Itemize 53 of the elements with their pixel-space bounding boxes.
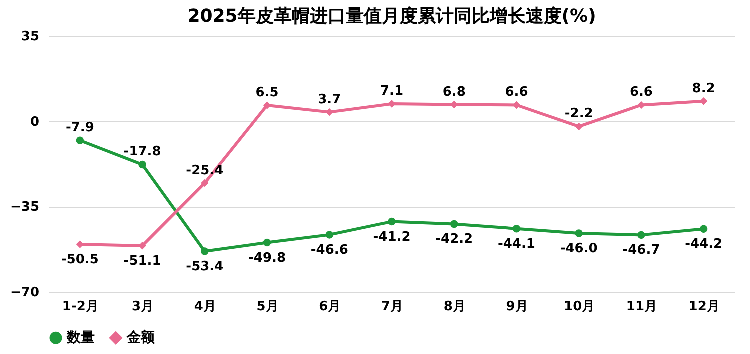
point [700,225,708,233]
x-tick-label: 1-2月 [62,300,99,314]
data-label: -46.6 [310,242,348,258]
point [388,218,396,226]
x-tick-label: 4月 [194,300,216,314]
point [138,242,146,250]
legend-label: 数量 [66,330,95,346]
data-label: -17.8 [124,144,162,160]
x-tick-label: 10月 [564,300,596,314]
x-tick-label: 11月 [626,300,658,314]
point [326,231,334,239]
x-tick-label: 3月 [132,300,154,314]
data-label: -51.1 [124,254,162,269]
data-label: -44.1 [498,236,536,252]
data-label: 6.6 [505,85,528,100]
point [575,122,583,131]
data-label: -53.4 [186,260,224,275]
x-tick-label: 9月 [506,300,528,314]
legend-label: 金额 [126,329,156,346]
data-label: -41.2 [373,230,411,245]
point [512,224,521,233]
y-tick-label: −70 [10,286,40,300]
data-label: -7.9 [66,120,94,136]
data-label: 6.8 [442,84,466,100]
y-tick-label: 0 [30,114,40,130]
data-label: 6.5 [256,85,279,100]
point [638,231,646,240]
point [138,160,146,169]
x-tick-label: 6月 [319,300,342,314]
data-label: 8.2 [692,81,716,96]
data-label: -50.5 [61,252,99,268]
data-label: -44.2 [685,237,723,252]
x-tick-label: 12月 [688,300,720,314]
point [76,136,84,144]
x-tick-label: 5月 [256,300,279,314]
y-tick-label: 35 [21,30,40,44]
x-tick-label: 8月 [444,300,466,314]
data-label: -42.2 [436,232,474,248]
point [201,179,209,188]
point [263,238,272,247]
data-label: -2.2 [564,106,594,122]
data-label: 6.6 [630,85,653,100]
data-label: 7.1 [380,84,404,100]
point [450,220,458,228]
data-label: -46.7 [622,243,660,258]
data-label: -46.0 [560,241,598,256]
data-label: 3.7 [318,92,342,108]
point [201,248,209,256]
point [575,230,583,238]
y-tick-label: −35 [10,200,40,216]
chart-title: 2025年皮革帽进口量值月度累计同比增长速度(%) [188,6,596,27]
data-label: -49.8 [248,250,286,266]
x-tick-label: 7月 [381,300,404,314]
